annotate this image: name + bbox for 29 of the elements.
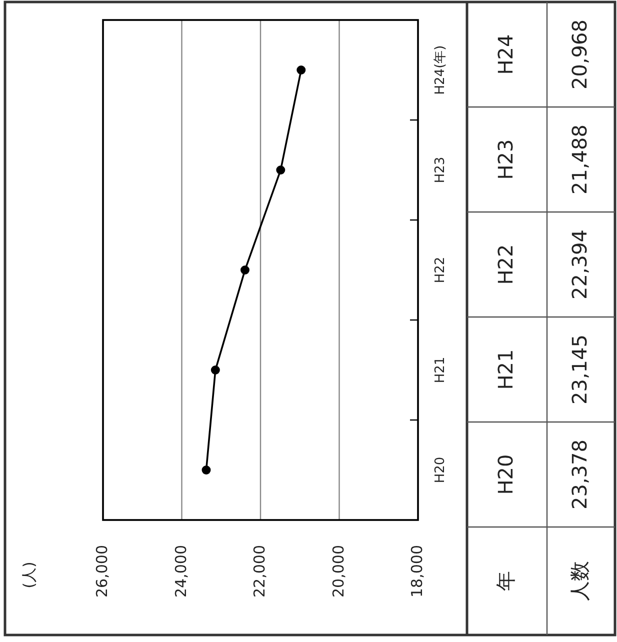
text: (人) bbox=[20, 562, 38, 588]
category-label: H22 bbox=[432, 256, 448, 284]
data-label: 23,378 bbox=[567, 440, 592, 510]
data-label: 20,968 bbox=[567, 20, 592, 90]
y-axis-title: (年) bbox=[432, 45, 448, 68]
y-tick-label: H22 bbox=[493, 244, 518, 285]
y-tick-label: H24 bbox=[493, 34, 518, 75]
category-label: H21 bbox=[432, 356, 448, 384]
category-label: H20 bbox=[432, 456, 448, 484]
text: 人数 bbox=[567, 561, 592, 601]
point bbox=[210, 366, 220, 374]
x-tick-label: 24,000 bbox=[172, 545, 190, 598]
x-tick-label: 22,000 bbox=[250, 545, 269, 598]
y-tick-label: H21 bbox=[493, 349, 518, 390]
text: 年 bbox=[493, 571, 518, 591]
point bbox=[240, 266, 250, 274]
point bbox=[202, 466, 211, 474]
data-label: 22,394 bbox=[567, 230, 592, 300]
category-label: H23 bbox=[432, 156, 448, 184]
data-label: 21,488 bbox=[567, 124, 592, 194]
data-label: 23,145 bbox=[567, 334, 592, 404]
point bbox=[296, 66, 306, 74]
point bbox=[276, 166, 286, 174]
y-tick-label: H23 bbox=[493, 139, 518, 180]
x-tick-label: 18,000 bbox=[408, 545, 426, 598]
y-tick-label: H20 bbox=[493, 454, 518, 495]
x-tick-label: 26,000 bbox=[93, 545, 112, 598]
x-tick-label: 20,000 bbox=[329, 545, 348, 598]
category-label: H24 bbox=[432, 68, 448, 95]
